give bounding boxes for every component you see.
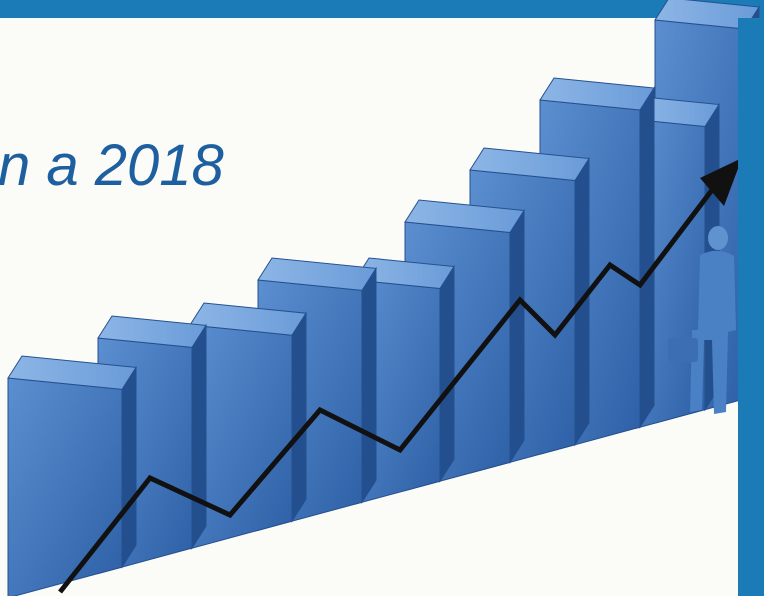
top-band <box>0 0 764 18</box>
bars <box>7 0 760 596</box>
bar-top <box>189 302 307 336</box>
bar-side <box>121 365 137 569</box>
bar-side <box>509 208 525 465</box>
bar-top <box>539 77 655 111</box>
bar-top <box>354 257 455 290</box>
bar-top <box>654 0 760 30</box>
trend-line <box>58 188 714 594</box>
bar-top <box>7 355 137 390</box>
arrow-head <box>700 158 742 206</box>
person-figure <box>668 226 736 414</box>
bar-side <box>361 266 377 504</box>
bar-top <box>257 257 377 291</box>
slide-title: n a 2018 <box>0 133 224 198</box>
bar-side <box>439 264 455 483</box>
bar-side <box>291 311 307 523</box>
bar-top <box>469 147 590 182</box>
side-band <box>738 18 764 596</box>
bar-side <box>639 86 655 429</box>
bar-top <box>404 199 525 234</box>
bar-front <box>7 377 123 596</box>
bar-side <box>191 323 207 550</box>
bar-top <box>97 315 207 348</box>
